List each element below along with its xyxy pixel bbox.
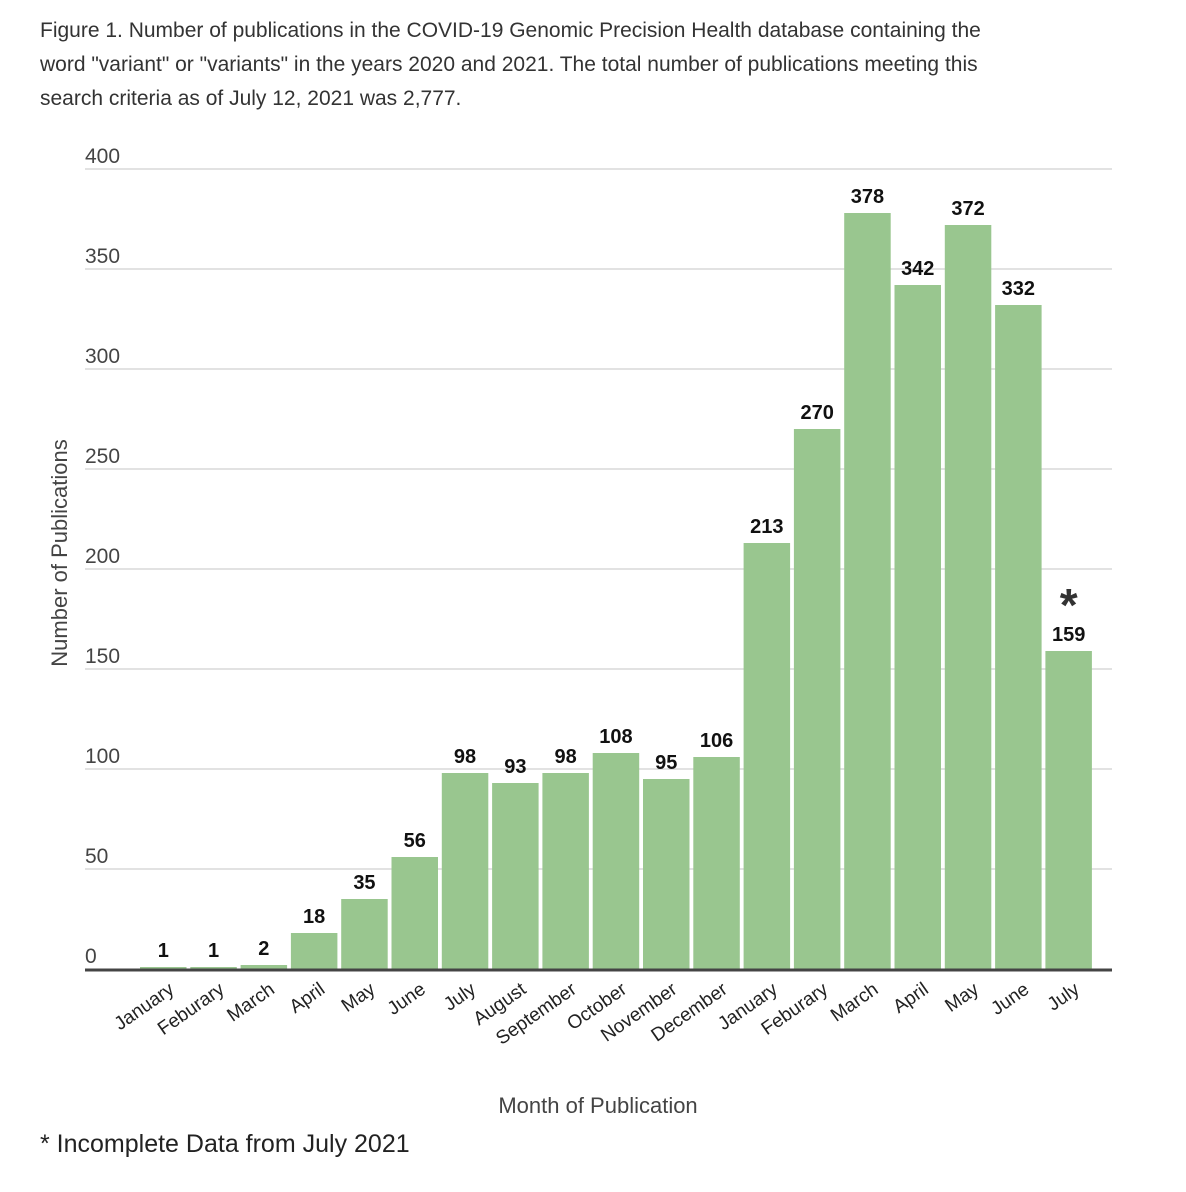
figure-title: Figure 1. Number of publications in the … bbox=[40, 14, 1150, 116]
data-label: 106 bbox=[700, 730, 733, 752]
bar bbox=[391, 857, 438, 969]
x-tick-label: May bbox=[338, 979, 380, 1017]
data-label: 108 bbox=[599, 726, 632, 748]
bar bbox=[341, 899, 388, 969]
x-tick-label: April bbox=[286, 979, 329, 1018]
x-tick-label: April bbox=[889, 979, 932, 1018]
data-label: 159 bbox=[1052, 624, 1085, 646]
data-label: 93 bbox=[504, 756, 526, 778]
y-axis-ticks: 0 50 100 150 200 250 300 350 400 bbox=[85, 145, 120, 968]
y-tick-label: 350 bbox=[85, 245, 120, 268]
figure-title-line-3: search criteria as of July 12, 2021 was … bbox=[40, 87, 462, 110]
bar bbox=[944, 225, 992, 969]
y-axis-title: Number of Publications bbox=[47, 439, 72, 666]
data-label: 2 bbox=[258, 938, 269, 960]
data-label: 98 bbox=[454, 746, 476, 768]
y-tick-label: 150 bbox=[85, 645, 120, 668]
y-tick-label: 400 bbox=[85, 145, 120, 168]
data-label: 18 bbox=[303, 906, 325, 928]
figure-title-line-2: word "variant" or "variants" in the year… bbox=[40, 53, 978, 76]
x-tick-label: June bbox=[987, 979, 1033, 1020]
bars bbox=[140, 213, 1092, 969]
y-tick-label: 0 bbox=[85, 945, 97, 968]
bar bbox=[190, 967, 237, 969]
data-label: 1 bbox=[208, 940, 219, 962]
bar bbox=[743, 543, 791, 969]
footnote: * Incomplete Data from July 2021 bbox=[40, 1130, 410, 1158]
bar bbox=[995, 305, 1042, 969]
data-label: 35 bbox=[353, 872, 375, 894]
y-tick-label: 300 bbox=[85, 345, 120, 368]
bar bbox=[441, 773, 489, 969]
bar bbox=[793, 429, 841, 969]
data-label: 270 bbox=[800, 402, 833, 424]
bar bbox=[290, 933, 338, 969]
x-tick-label: June bbox=[384, 979, 430, 1020]
data-labels: 1 1 2 18 35 56 98 93 98 108 95 106 213 270 378 342 372 33… bbox=[158, 186, 1086, 962]
data-label: 1 bbox=[158, 940, 169, 962]
y-tick-label: 50 bbox=[85, 845, 108, 868]
bar bbox=[240, 965, 288, 969]
bar bbox=[140, 967, 187, 969]
data-label: 56 bbox=[404, 830, 426, 852]
x-tick-label: March bbox=[223, 979, 278, 1026]
data-label: 213 bbox=[750, 516, 783, 538]
bar bbox=[894, 285, 941, 969]
data-label: 372 bbox=[951, 198, 984, 220]
data-label: 95 bbox=[655, 752, 677, 774]
bar bbox=[643, 779, 690, 969]
bar bbox=[492, 783, 539, 969]
bar bbox=[693, 757, 740, 969]
x-axis-title: Month of Publication bbox=[498, 1093, 697, 1118]
figure-title-line-1: Figure 1. Number of publications in the … bbox=[40, 19, 981, 42]
x-tick-label: March bbox=[827, 979, 882, 1026]
data-label: 378 bbox=[851, 186, 884, 208]
bar bbox=[592, 753, 640, 969]
x-tick-label: May bbox=[941, 979, 983, 1017]
bar bbox=[844, 213, 891, 969]
bar bbox=[542, 773, 589, 969]
incomplete-data-asterisk: * bbox=[1060, 579, 1078, 631]
y-tick-label: 100 bbox=[85, 745, 120, 768]
x-tick-label: July bbox=[1044, 979, 1084, 1016]
data-label: 332 bbox=[1002, 278, 1035, 300]
bar bbox=[1045, 651, 1092, 969]
y-tick-label: 250 bbox=[85, 445, 120, 468]
data-label: 98 bbox=[555, 746, 577, 768]
data-label: 342 bbox=[901, 258, 934, 280]
y-tick-label: 200 bbox=[85, 545, 120, 568]
